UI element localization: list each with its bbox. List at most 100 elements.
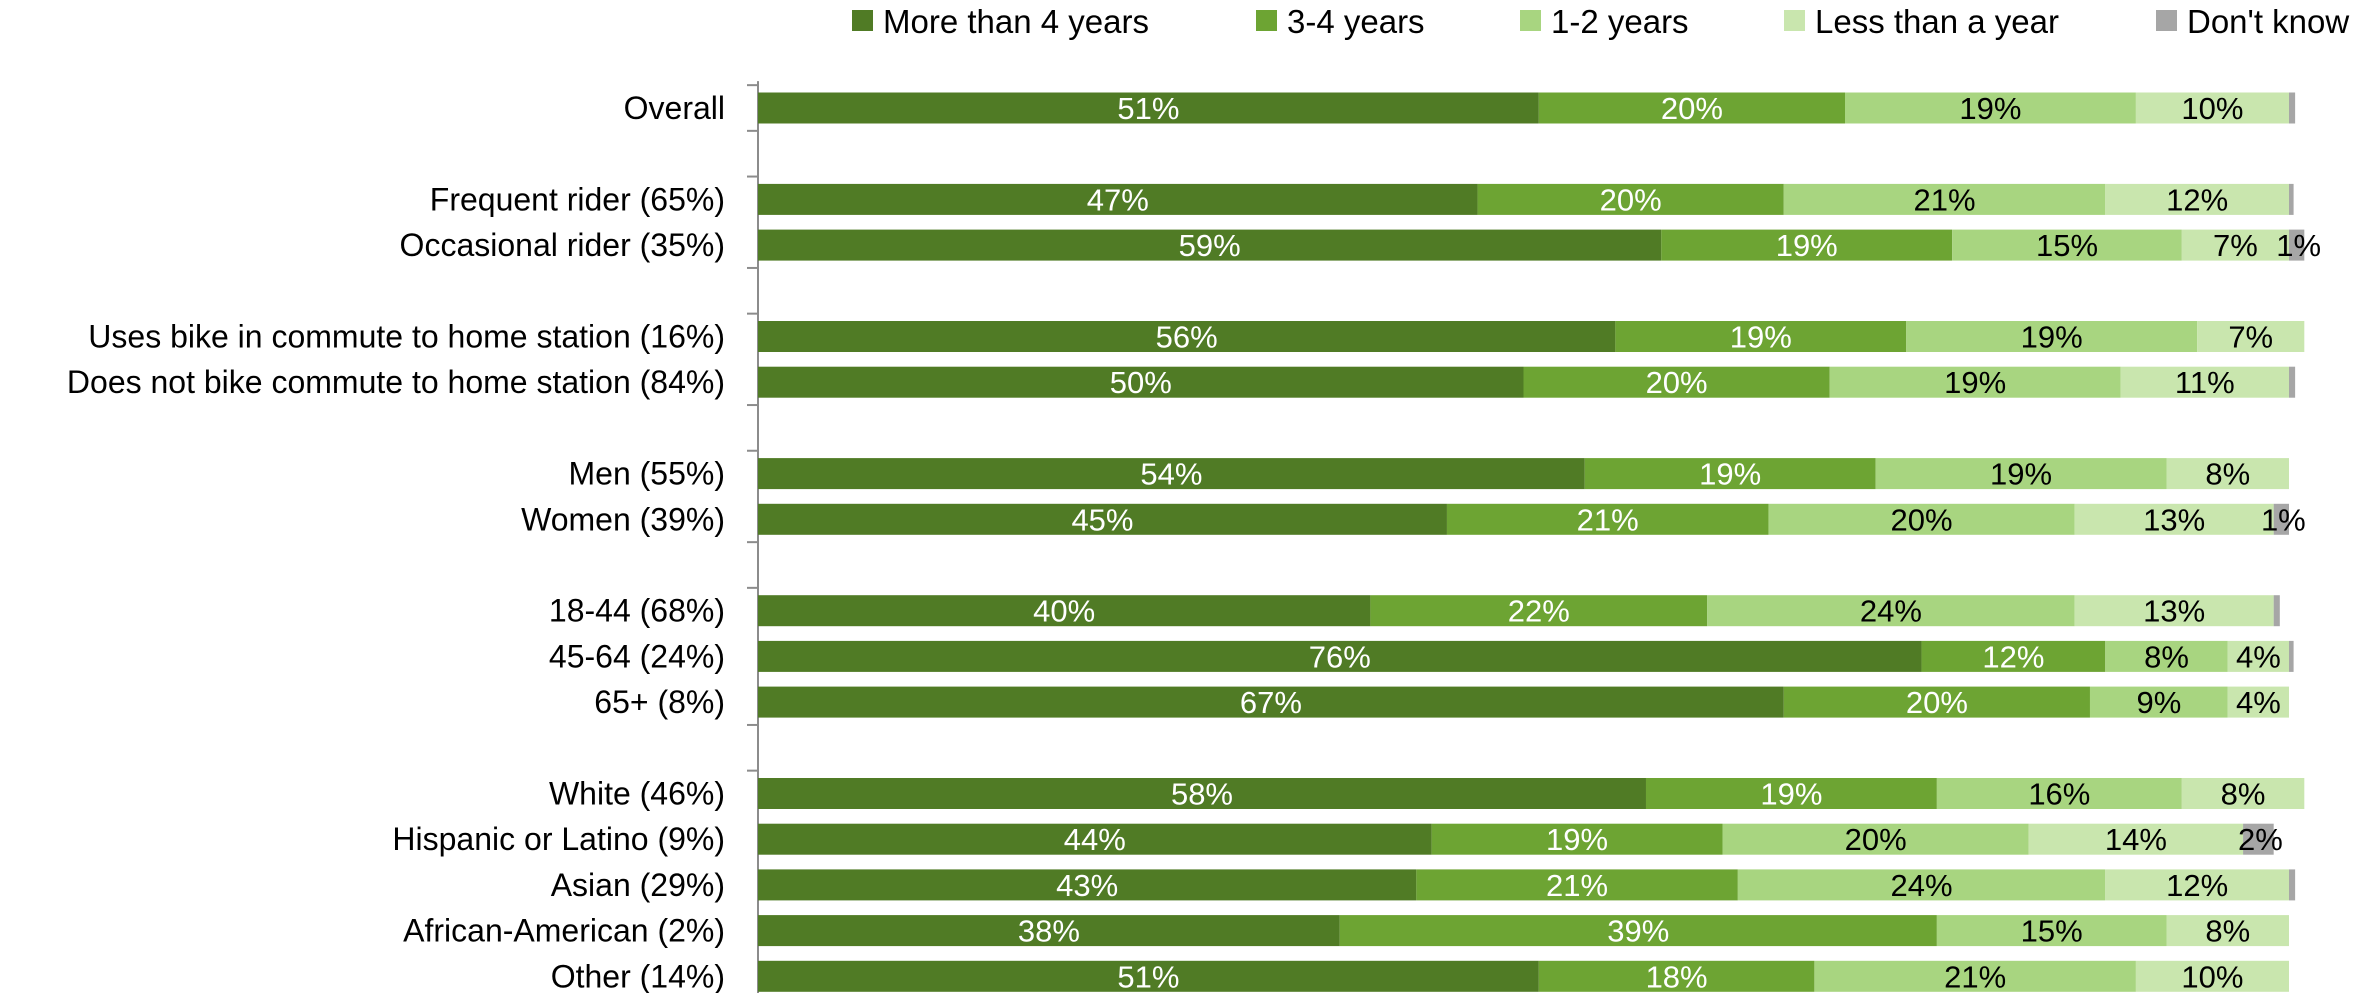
legend-item-more-than-4-years: More than 4 years — [852, 3, 1149, 40]
category-axis: Overall Frequent rider (65%) Occasional ri… — [67, 81, 759, 993]
category-label-does-not-bike-commute-to-home-station-84: Does not bike commute to home station (8… — [67, 364, 725, 400]
data-label-less-than-a-year: 11% — [2175, 365, 2235, 400]
data-label-3-4-years: 21% — [1546, 868, 1608, 903]
data-label-more-than-4-years: 58% — [1171, 777, 1233, 812]
data-label-less-than-a-year: 12% — [2166, 182, 2228, 217]
data-label-3-4-years: 19% — [1546, 822, 1608, 857]
bar-row-white-46: 58% 19% 16% 8% — [758, 777, 2305, 812]
bar-segment-1-2-years — [2089, 686, 2228, 718]
data-label-less-than-a-year: 8% — [2205, 914, 2250, 949]
bar-segment-1-2-years — [1814, 960, 2136, 992]
data-label-less-than-a-year: 10% — [2181, 91, 2243, 126]
data-label-less-than-a-year: 8% — [2221, 777, 2266, 812]
bar-segment-3-4-years — [1615, 321, 1907, 352]
category-label-white-46: White (46%) — [549, 776, 725, 812]
bar-segment-3-4-years — [1661, 229, 1953, 261]
category-label-occasional-rider-35: Occasional rider (35%) — [400, 227, 725, 263]
category-label-45-64-24: 45-64 (24%) — [549, 638, 725, 674]
bar-segment-1-2-years — [1906, 321, 2198, 352]
data-label-3-4-years: 20% — [1646, 365, 1708, 400]
bar-segment-more-than-4-years — [758, 183, 1478, 215]
bar-segment-less-than-a-year — [2166, 458, 2289, 490]
bar-row-african-american-2: 38% 39% 15% 8% — [758, 914, 2289, 949]
legend-label-1-2-years: 1-2 years — [1551, 3, 1689, 40]
data-label-1-2-years: 19% — [2021, 320, 2083, 355]
bar-row-asian-29: 43% 21% 24% 12% — [758, 868, 2296, 903]
data-label-1-2-years: 24% — [1860, 594, 1922, 629]
data-label-1-2-years: 21% — [1914, 182, 1976, 217]
bar-segment-more-than-4-years — [758, 915, 1340, 947]
bar-row-45-64-24: 76% 12% 8% 4% — [758, 639, 2294, 674]
data-label-1-2-years: 19% — [1944, 365, 2006, 400]
bar-segment-don-t-know — [2289, 869, 2296, 901]
bar-segment-less-than-a-year — [2181, 778, 2305, 809]
legend-swatch-1-2-years — [1520, 10, 1541, 31]
bar-segment-more-than-4-years — [758, 960, 1539, 992]
legend-label-more-than-4-years: More than 4 years — [883, 3, 1149, 40]
bar-row-overall: 51% 20% 19% 10% — [758, 91, 2296, 126]
legend-swatch-don-t-know — [2156, 10, 2177, 31]
bar-segment-more-than-4-years — [758, 458, 1585, 490]
legend-swatch-less-than-a-year — [1784, 10, 1805, 31]
legend-item-less-than-a-year: Less than a year — [1784, 3, 2059, 40]
category-label-65-8: 65+ (8%) — [594, 684, 725, 720]
plot-area: 51% 20% 19% 10% 47% 20% 21% 12% 59% 19% 15% 7% 1% 56%… — [758, 91, 2321, 993]
data-label-3-4-years: 22% — [1508, 594, 1570, 629]
data-label-less-than-a-year: 4% — [2236, 639, 2281, 674]
bar-segment-1-2-years — [1829, 366, 2121, 398]
category-label-overall: Overall — [624, 90, 725, 126]
bar-segment-1-2-years — [2105, 640, 2228, 672]
data-label-1-2-years: 20% — [1845, 822, 1907, 857]
bar-row-does-not-bike-commute-to-home-station-84: 50% 20% 19% 11% — [758, 365, 2296, 400]
data-label-more-than-4-years: 38% — [1018, 914, 1080, 949]
data-label-more-than-4-years: 50% — [1110, 365, 1172, 400]
bar-segment-more-than-4-years — [758, 503, 1447, 535]
data-label-3-4-years: 20% — [1600, 182, 1662, 217]
bar-segment-don-t-know — [2289, 366, 2296, 398]
category-label-men-55: Men (55%) — [569, 456, 726, 492]
bar-segment-more-than-4-years — [758, 92, 1539, 124]
category-label-women-39: Women (39%) — [521, 501, 725, 537]
bar-segment-more-than-4-years — [758, 229, 1662, 261]
data-label-1-2-years: 8% — [2144, 639, 2189, 674]
bar-segment-less-than-a-year — [2227, 686, 2289, 718]
legend-label-3-4-years: 3-4 years — [1287, 3, 1425, 40]
bar-segment-don-t-know — [2273, 503, 2289, 535]
legend-label-don-t-know: Don't know — [2187, 3, 2349, 40]
bar-segment-less-than-a-year — [2074, 503, 2274, 535]
data-label-3-4-years: 39% — [1607, 914, 1669, 949]
bar-segment-more-than-4-years — [758, 366, 1524, 398]
data-label-more-than-4-years: 67% — [1240, 685, 1302, 720]
data-label-3-4-years: 18% — [1646, 959, 1708, 993]
category-label-frequent-rider-65: Frequent rider (65%) — [430, 181, 725, 217]
data-label-more-than-4-years: 54% — [1140, 457, 1202, 492]
category-label-african-american-2: African-American (2%) — [403, 913, 725, 949]
bar-segment-3-4-years — [1645, 778, 1937, 809]
category-label-18-44-68: 18-44 (68%) — [549, 593, 725, 629]
bar-row-65-8: 67% 20% 9% 4% — [758, 685, 2289, 720]
bar-segment-less-than-a-year — [2227, 640, 2289, 672]
data-label-less-than-a-year: 7% — [2213, 228, 2258, 263]
bar-segment-3-4-years — [1538, 960, 1815, 992]
data-label-3-4-years: 20% — [1906, 685, 1968, 720]
data-label-more-than-4-years: 56% — [1156, 320, 1218, 355]
bar-segment-1-2-years — [1768, 503, 2075, 535]
bar-segment-less-than-a-year — [2028, 823, 2244, 855]
bar-segment-3-4-years — [1431, 823, 1723, 855]
bar-segment-less-than-a-year — [2120, 366, 2289, 398]
data-label-more-than-4-years: 40% — [1033, 594, 1095, 629]
data-label-1-2-years: 15% — [2036, 228, 2098, 263]
bar-segment-3-4-years — [1584, 458, 1876, 490]
bar-segment-don-t-know — [2289, 92, 2296, 124]
bar-row-hispanic-or-latino-9: 44% 19% 20% 14% 2% — [758, 822, 2283, 857]
bar-segment-3-4-years — [1783, 686, 2090, 718]
bar-segment-more-than-4-years — [758, 686, 1784, 718]
bar-segment-less-than-a-year — [2166, 915, 2289, 947]
category-label-hispanic-or-latino-9: Hispanic or Latino (9%) — [392, 821, 725, 857]
data-label-less-than-a-year: 4% — [2236, 685, 2281, 720]
data-label-more-than-4-years: 44% — [1064, 822, 1126, 857]
data-label-3-4-years: 21% — [1577, 502, 1639, 537]
data-label-don-t-know: 1% — [2261, 502, 2306, 537]
bar-segment-don-t-know — [2289, 229, 2305, 261]
